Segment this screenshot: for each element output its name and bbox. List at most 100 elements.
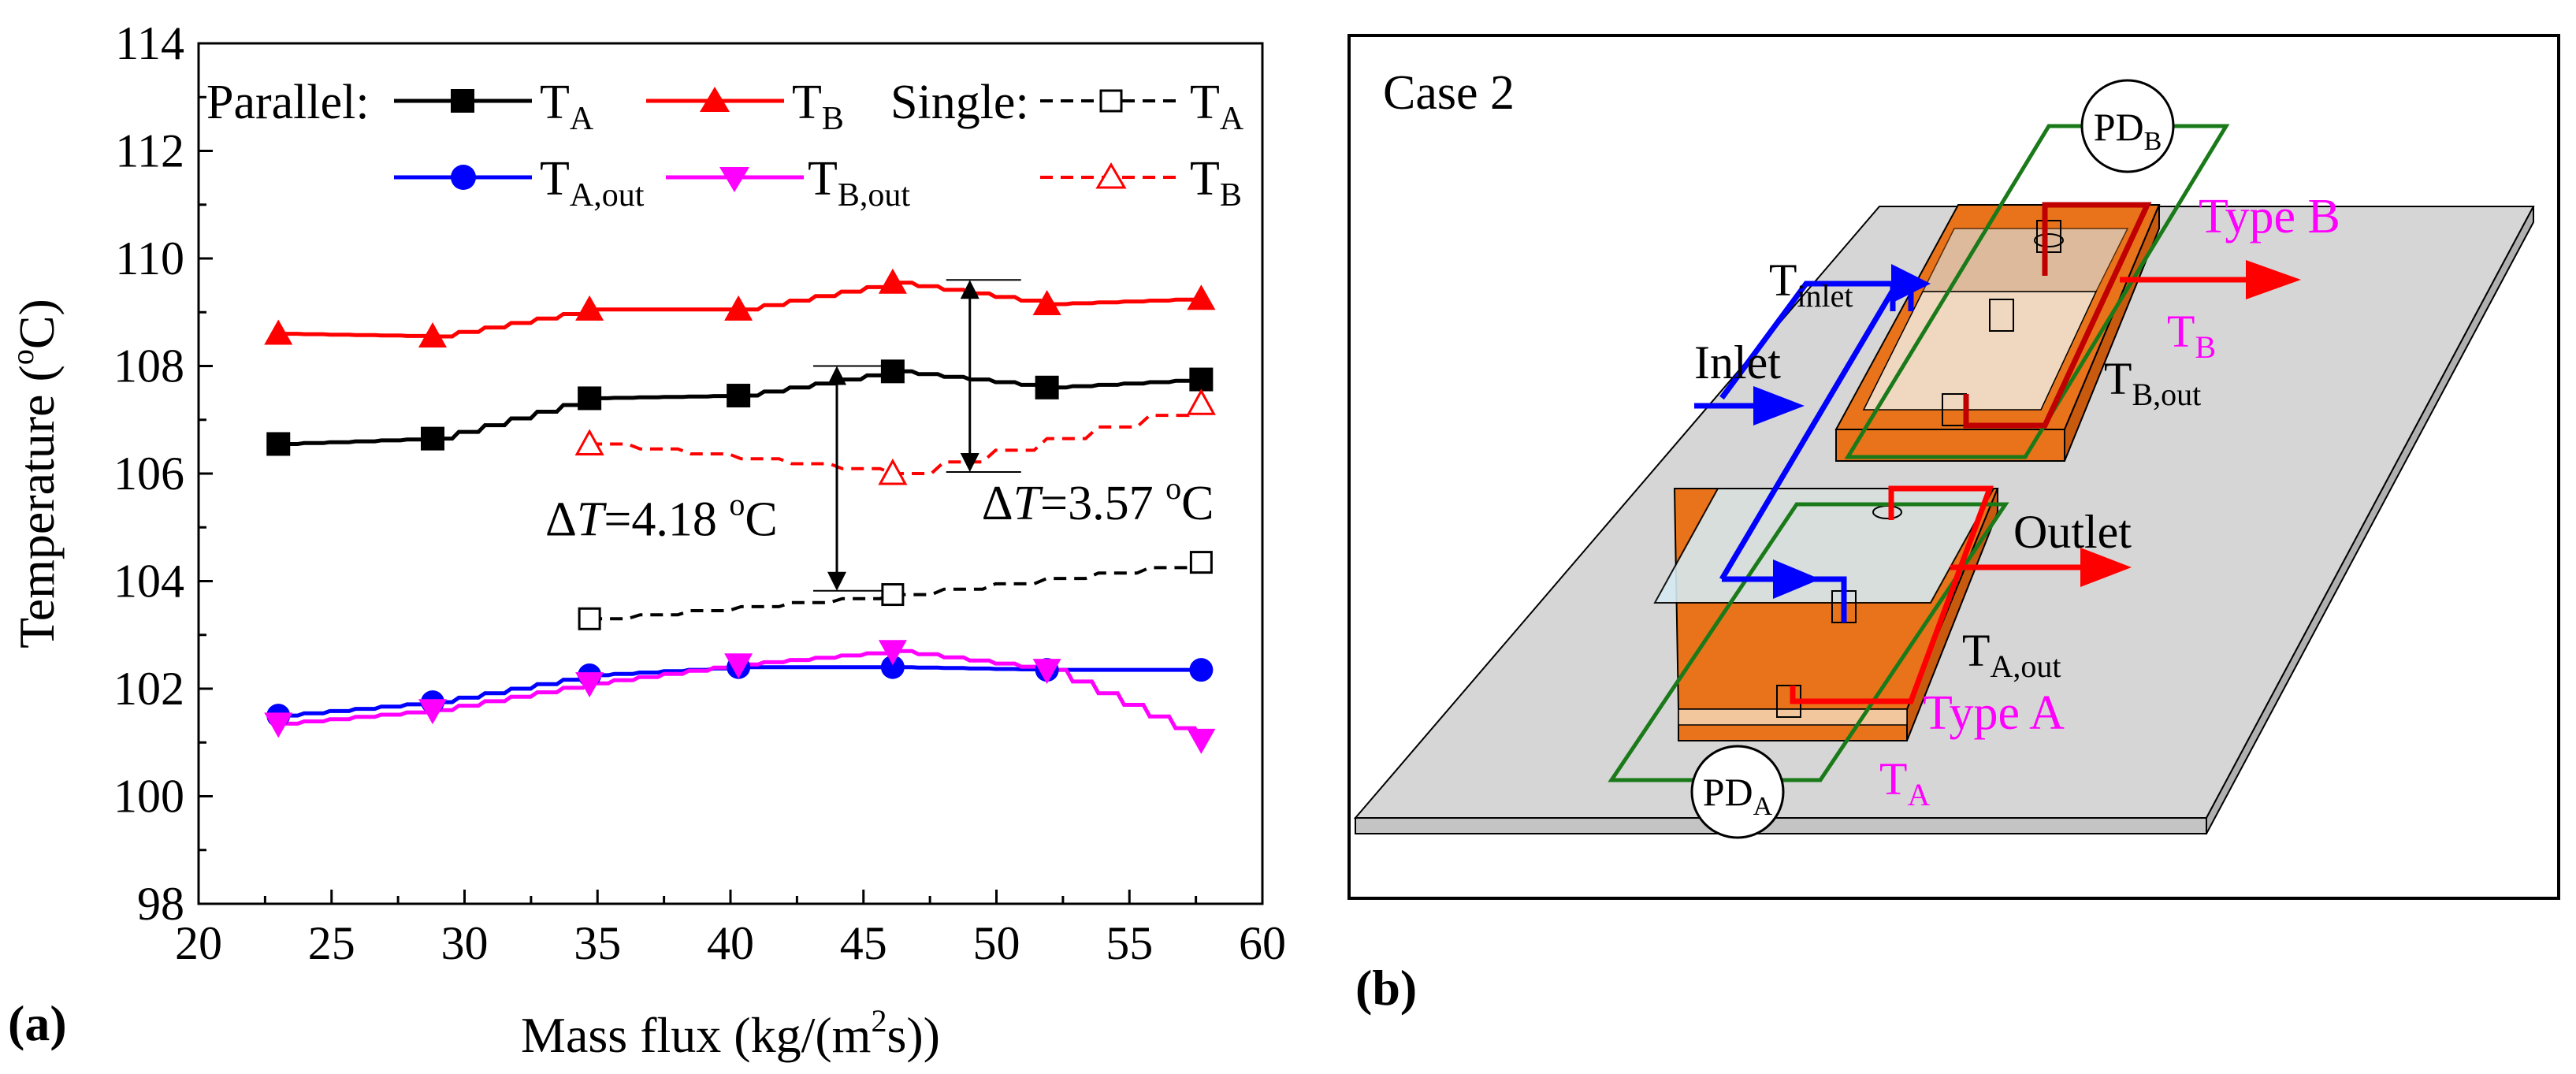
delta-arrow-head-top-dT1 [827,366,846,385]
delta-arrow-head-top-dT2 [960,280,979,299]
panel-label-b: (b) [1355,960,1417,1016]
marker-sin_TA-1 [881,583,905,607]
schematic-frame [1347,34,2560,900]
marker-par_TB-6 [1187,284,1216,310]
marker-par_TA-5 [1035,375,1059,399]
y-tick-label-108: 108 [113,340,184,392]
delta-label-dT2: ΔT=3.57 oC [982,470,1214,530]
marker-par_TB-1 [418,321,447,347]
y-tick-label-112: 112 [115,125,184,177]
port-b2 [2036,220,2061,253]
x-tick-label-60: 60 [1239,917,1286,969]
type-a-label: Type A [1923,686,2065,740]
blue-flow-path-lower [1722,576,1847,622]
x-tick-label-55: 55 [1106,917,1153,969]
marker-par_TBout-5 [1032,659,1061,685]
svg-text:TB,out: TB,out [808,152,910,214]
series-line-par_TA [278,369,1202,446]
t-aout-label: TA,out [1962,625,2061,684]
case-title: Case 2 [1383,66,1515,120]
x-tick-label-25: 25 [308,917,355,969]
marker-sin_TB-0 [574,429,604,455]
marker-par_TBout-0 [264,712,293,738]
pd-a-label: PDA [1690,745,1785,839]
port-b3 [1989,299,2014,332]
legend-par-tbout: TB,out [666,152,910,214]
svg-text:PDB: PDB [2094,105,2162,156]
chart-panel: 20 25 30 35 40 45 50 55 60 98 100 102 104 106 108 110 1… [5,17,1286,1063]
svg-text:TA: TA [1190,76,1244,137]
blue-arrow-inlet [1753,386,1805,426]
legend-single-label: Single: [890,76,1029,129]
x-tick-label-40: 40 [707,917,754,969]
y-tick-label-106: 106 [113,448,184,500]
marker-par_TB-0 [264,319,293,345]
series-line-sin_TB [589,402,1203,475]
t-b-label: TB [2167,306,2216,365]
svg-text:TB: TB [1190,152,1242,214]
legend-parallel-label: Parallel: [206,76,370,129]
marker-par_TBout-4 [878,640,907,666]
legend-par-taout: TA,out [394,152,645,214]
schematic-panel: Case 2 (b) [1347,34,2560,1016]
legend-par-tb: TB [646,76,844,137]
marker-par_TB-5 [1032,290,1061,316]
marker-par_TBout-2 [575,672,604,698]
legend-sin-tb: TB [1040,152,1242,214]
marker-par_TB-3 [724,295,753,321]
svg-text:TB: TB [792,76,844,137]
outlet-label: Outlet [2013,506,2132,558]
type-b-label: Type B [2199,190,2340,243]
x-tick-label-45: 45 [840,917,887,969]
svg-text:TA,out: TA,out [540,152,645,214]
t-bout-label: TB,out [2104,353,2201,412]
marker-sin_TA-2 [1189,551,1213,574]
marker-par_TAout-4 [880,655,905,679]
blue-arrow-top [1891,264,1931,303]
legend-sin-ta: TA [1040,76,1244,137]
x-tick-labels: 20 25 30 35 40 45 50 55 60 [175,917,1286,969]
delta-annotations: ΔT=4.18 oC ΔT=3.57 oC [545,279,1214,592]
delta-arrow-head-bottom-dT1 [827,571,846,591]
x-tick-label-35: 35 [574,917,621,969]
pd-a-frame [1608,502,2009,782]
marker-sin_TB-2 [1186,388,1216,415]
marker-par_TB-4 [878,268,907,294]
port-b1 [2034,233,2064,247]
marker-par_TB-2 [575,295,604,321]
t-a-label: TA [1879,753,1930,812]
marker-par_TBout-6 [1187,728,1216,754]
red-flow-b [1963,202,2152,429]
x-tick-label-50: 50 [973,917,1020,969]
x-axis-title: Mass flux (kg/(m2s)) [521,1003,940,1063]
marker-par_TA-0 [266,432,291,456]
svg-text:TA: TA [540,76,594,137]
legend-par-ta: TA [394,76,594,137]
marker-par_TAout-6 [1189,658,1214,682]
red-arrow-a [2080,548,2132,587]
x-tick-label-20: 20 [175,917,222,969]
t-inlet-label: Tinlet [1769,255,1853,314]
blue-flow-path [1719,281,1896,400]
y-tick-label-110: 110 [115,232,184,284]
panel-label-a: (a) [8,995,67,1051]
marker-par_TBout-1 [418,699,447,725]
marker-sin_TA-0 [578,607,601,630]
red-flow-a [1790,485,1994,704]
series-line-sin_TA [589,560,1203,621]
blue-arrow-mid [1773,559,1820,599]
x-tick-label-30: 30 [441,917,489,969]
module-type-b [1834,204,2161,462]
marker-par_TA-1 [421,426,444,451]
y-axis-title: Temperature (oC) [5,299,65,648]
svg-text:PDA: PDA [1703,770,1773,821]
y-tick-labels: 98 100 102 104 106 108 110 112 114 [113,17,184,930]
marker-par_TA-6 [1189,367,1214,392]
y-tick-label-114: 114 [115,17,184,69]
y-tick-label-104: 104 [113,556,184,608]
y-tick-label-100: 100 [113,771,184,823]
marker-par_TBout-3 [724,653,753,679]
legend: Parallel: TA TB Single: TA TA,out [206,76,1244,214]
marker-par_TA-2 [578,386,602,411]
